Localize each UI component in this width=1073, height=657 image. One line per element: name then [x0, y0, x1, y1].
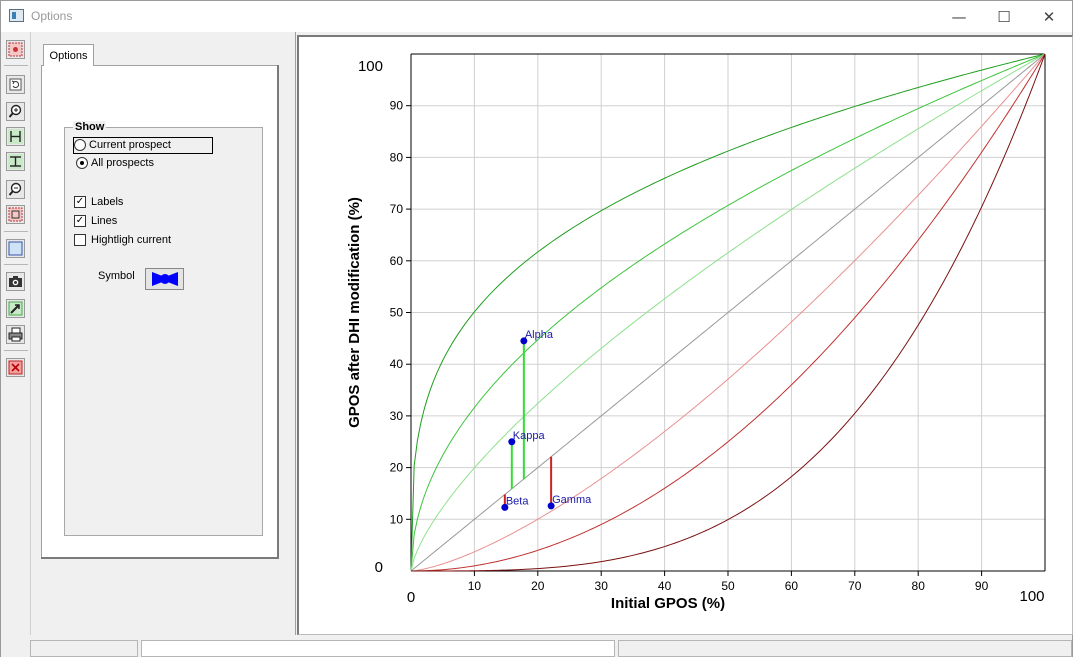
- title-bar: Options — ☐ ✕: [1, 1, 1072, 32]
- curve-line: [410, 53, 1046, 572]
- maximize-button[interactable]: ☐: [997, 7, 1011, 26]
- data-point: [547, 502, 555, 510]
- status-cell-2: [141, 640, 615, 657]
- status-cell-3: [618, 640, 1072, 657]
- y-min-label: 0: [375, 559, 383, 576]
- data-point: [501, 503, 509, 511]
- curve-line: [411, 53, 1046, 572]
- zoom-out-icon[interactable]: [6, 180, 25, 199]
- radio-all-prospects-circle[interactable]: [76, 157, 88, 169]
- zoom-vertical-icon[interactable]: [6, 152, 25, 171]
- close-button[interactable]: ✕: [1042, 7, 1056, 26]
- x-tick-label: 60: [785, 579, 799, 593]
- refresh-icon[interactable]: [6, 75, 25, 94]
- chart-area: 10 20 30 40 50 60 70 80 90 10 20 30 40 50 60 70 80 90 0 100…: [297, 35, 1073, 635]
- x-tick-label: 70: [848, 579, 862, 593]
- point-label: Kappa: [513, 430, 546, 442]
- toolbar: [1, 32, 31, 635]
- data-point: [520, 337, 528, 345]
- minimize-button[interactable]: —: [951, 7, 967, 26]
- status-bar: [1, 637, 1072, 657]
- app-icon: [9, 9, 24, 22]
- x-tick-label: 80: [912, 579, 926, 593]
- y-axis-title: GPOS after DHI modification (%): [346, 197, 363, 428]
- x-tick-label: 20: [531, 579, 545, 593]
- checkbox-labels[interactable]: ✓ Labels: [74, 196, 123, 208]
- checkbox-lines-label: Lines: [91, 215, 118, 227]
- symbol-label: Symbol: [98, 270, 135, 282]
- point-label: Alpha: [525, 329, 554, 341]
- checkbox-highlight-current[interactable]: Hightligh current: [74, 234, 171, 246]
- print-icon[interactable]: [6, 325, 25, 344]
- show-group-label: Show: [73, 121, 107, 133]
- select-tool-icon[interactable]: [6, 40, 25, 59]
- status-cell-1: [30, 640, 138, 657]
- show-group: Show Current prospect All prospects ✓ La…: [64, 121, 263, 536]
- checkbox-labels-box[interactable]: ✓: [74, 196, 86, 208]
- checkbox-lines[interactable]: ✓ Lines: [74, 215, 117, 227]
- checkbox-highlight-label: Hightligh current: [91, 234, 172, 246]
- y-tick-label: 20: [390, 461, 404, 475]
- checkbox-highlight-box[interactable]: [74, 234, 86, 246]
- frame-icon[interactable]: [6, 239, 25, 258]
- curve-line: [410, 53, 1046, 572]
- y-tick-label: 30: [390, 409, 404, 423]
- window-title: Options: [31, 9, 73, 23]
- x-tick-label: 10: [468, 579, 482, 593]
- x-max-label: 100: [1019, 588, 1044, 605]
- x-tick-label: 40: [658, 579, 672, 593]
- focus-rectangle: [73, 137, 213, 154]
- curve-line: [410, 53, 1046, 572]
- y-tick-label: 60: [390, 254, 404, 268]
- x-axis-title: Initial GPOS (%): [611, 595, 725, 612]
- zoom-in-icon[interactable]: [6, 102, 25, 121]
- point-label: Beta: [506, 495, 530, 507]
- camera-icon[interactable]: [6, 272, 25, 291]
- zoom-horizontal-icon[interactable]: [6, 127, 25, 146]
- radio-all-prospects[interactable]: All prospects: [76, 157, 154, 169]
- y-tick-label: 10: [390, 512, 404, 526]
- close-chart-icon[interactable]: [6, 358, 25, 377]
- radio-current-prospect[interactable]: Current prospect: [74, 139, 171, 151]
- x-tick-label: 50: [721, 579, 735, 593]
- checkbox-lines-box[interactable]: ✓: [74, 215, 86, 227]
- options-panel: Options Show Current prospect All prospe…: [32, 32, 296, 635]
- y-max-label: 100: [358, 58, 383, 75]
- x-min-label: 0: [407, 589, 415, 606]
- y-tick-label: 70: [390, 202, 404, 216]
- y-tick-label: 80: [390, 150, 404, 164]
- x-tick-label: 90: [975, 579, 989, 593]
- export-icon[interactable]: [6, 299, 25, 318]
- gpos-chart: 10 20 30 40 50 60 70 80 90 10 20 30 40 50 60 70 80 90 0 100…: [346, 53, 1046, 612]
- options-tab-page: Show Current prospect All prospects ✓ La…: [41, 65, 279, 559]
- y-tick-label: 40: [390, 357, 404, 371]
- radio-current-prospect-label: Current prospect: [89, 139, 171, 151]
- tab-options[interactable]: Options: [43, 44, 94, 66]
- x-tick-label: 30: [595, 579, 609, 593]
- radio-current-prospect-circle[interactable]: [74, 139, 86, 151]
- y-tick-label: 50: [390, 306, 404, 320]
- fit-icon[interactable]: [6, 205, 25, 224]
- checkbox-labels-label: Labels: [91, 196, 124, 208]
- radio-all-prospects-label: All prospects: [91, 157, 154, 169]
- curve-line: [410, 53, 1046, 572]
- y-tick-label: 90: [390, 99, 404, 113]
- curve-line: [410, 53, 1046, 572]
- symbol-preview-icon: [151, 272, 178, 286]
- point-label: Gamma: [552, 494, 592, 506]
- data-point: [508, 438, 516, 446]
- curve-line: [410, 53, 1046, 572]
- symbol-button[interactable]: [145, 268, 184, 290]
